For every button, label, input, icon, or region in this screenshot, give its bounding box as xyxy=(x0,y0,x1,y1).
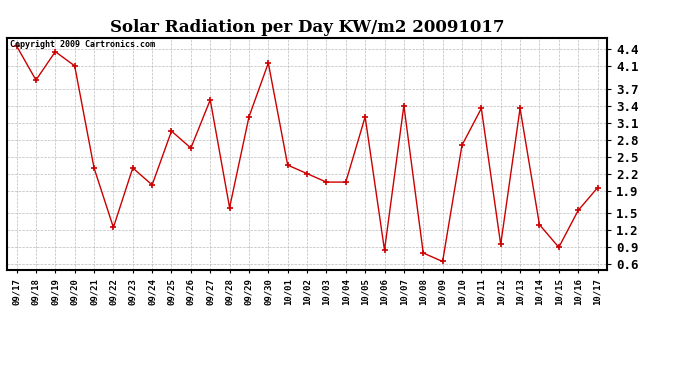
Text: Copyright 2009 Cartronics.com: Copyright 2009 Cartronics.com xyxy=(10,40,155,49)
Title: Solar Radiation per Day KW/m2 20091017: Solar Radiation per Day KW/m2 20091017 xyxy=(110,19,504,36)
